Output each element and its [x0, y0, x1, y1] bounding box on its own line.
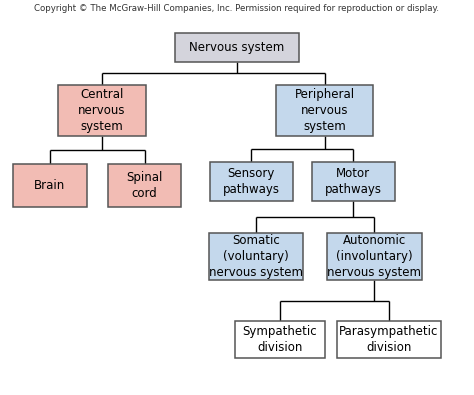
FancyBboxPatch shape — [311, 162, 394, 201]
Text: Brain: Brain — [34, 179, 65, 192]
Text: Copyright © The McGraw-Hill Companies, Inc. Permission required for reproduction: Copyright © The McGraw-Hill Companies, I… — [35, 4, 439, 13]
Text: Peripheral
nervous
system: Peripheral nervous system — [295, 88, 355, 133]
Text: Spinal
cord: Spinal cord — [127, 171, 163, 200]
Text: Nervous system: Nervous system — [190, 41, 284, 54]
Text: Autonomic
(involuntary)
nervous system: Autonomic (involuntary) nervous system — [328, 234, 421, 279]
Text: Motor
pathways: Motor pathways — [325, 167, 382, 196]
Text: Somatic
(voluntary)
nervous system: Somatic (voluntary) nervous system — [209, 234, 303, 279]
Text: Central
nervous
system: Central nervous system — [78, 88, 126, 133]
Text: Parasympathetic
division: Parasympathetic division — [339, 325, 438, 354]
FancyBboxPatch shape — [13, 164, 86, 207]
FancyBboxPatch shape — [108, 164, 181, 207]
FancyBboxPatch shape — [175, 33, 299, 62]
Text: Sensory
pathways: Sensory pathways — [223, 167, 280, 196]
FancyBboxPatch shape — [209, 233, 303, 280]
FancyBboxPatch shape — [58, 85, 146, 136]
Text: Sympathetic
division: Sympathetic division — [242, 325, 317, 354]
FancyBboxPatch shape — [210, 162, 292, 201]
FancyBboxPatch shape — [276, 85, 373, 136]
FancyBboxPatch shape — [235, 321, 325, 359]
FancyBboxPatch shape — [337, 321, 441, 359]
FancyBboxPatch shape — [327, 233, 422, 280]
